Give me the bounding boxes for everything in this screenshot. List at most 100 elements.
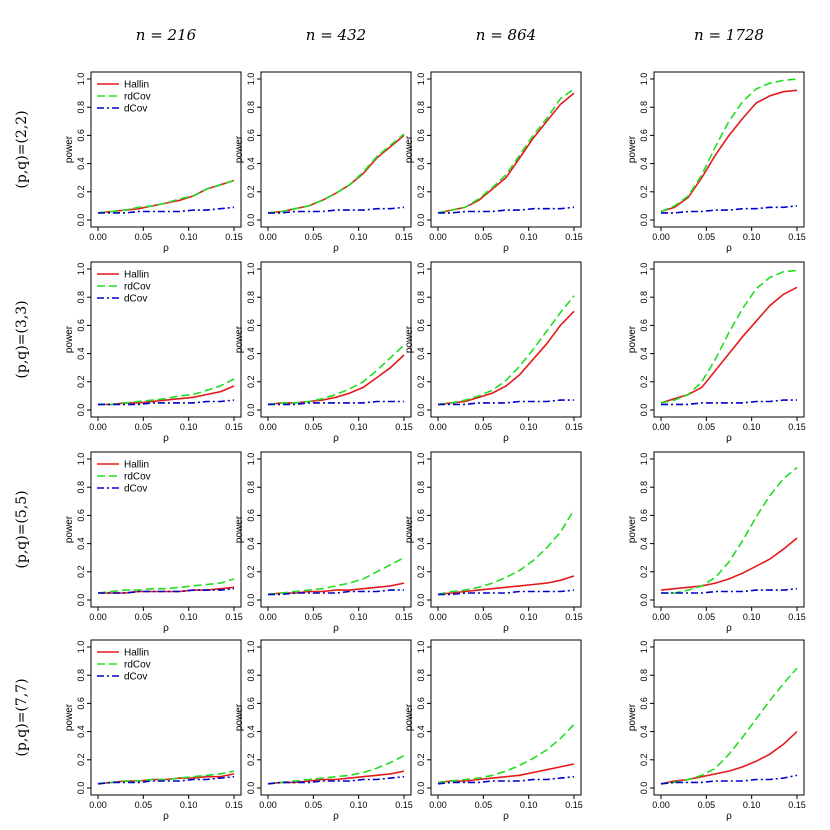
legend-label: dCov — [124, 484, 147, 495]
y-tick-label: 1.0 — [246, 453, 256, 466]
series-line-hallin — [98, 385, 235, 406]
panel: 0.00 0.05 0.10 0.15 0.0 0.2 0.4 0.6 0.8 1.0 ρ power — [234, 639, 413, 822]
series-line-rdcov — [660, 667, 798, 785]
row-header: (p,q)=(5,5) — [14, 490, 30, 568]
x-tick-label: 0.15 — [225, 232, 243, 242]
series-line-hallin — [660, 89, 798, 213]
plot-frame — [90, 261, 242, 418]
series-line-rdcov — [97, 578, 235, 594]
x-tick-label: 0.10 — [180, 232, 198, 242]
legend-label: rdCov — [124, 472, 151, 483]
x-tick-label: 0.05 — [475, 612, 493, 622]
series-line-hallin — [267, 770, 405, 785]
series-line-rdcov — [267, 344, 405, 406]
panel: 0.00 0.05 0.10 0.15 0.0 0.2 0.4 0.6 0.8 1.0 ρ power — [627, 261, 806, 444]
y-tick-label: 0.8 — [76, 481, 86, 494]
y-tick-label: 0.0 — [246, 594, 256, 607]
legend-label: dCov — [124, 294, 147, 305]
y-tick-label: 0.8 — [639, 101, 649, 114]
plot-frame — [653, 451, 805, 608]
plot-frame — [260, 261, 412, 418]
legend-label: Hallin — [124, 80, 149, 91]
y-tick-label: 0.2 — [416, 376, 426, 389]
y-tick-label: 0.0 — [416, 594, 426, 607]
x-tick-label: 0.15 — [565, 800, 583, 810]
series-line-rdcov — [267, 754, 405, 785]
x-tick-label: 0.05 — [135, 612, 153, 622]
y-tick-label: 0.2 — [246, 566, 256, 579]
y-tick-label: 0.6 — [76, 509, 86, 522]
series-line-hallin — [97, 179, 235, 214]
y-tick-label: 1.0 — [76, 263, 86, 276]
y-tick-label: 0.4 — [416, 725, 426, 738]
panel: 0.00 0.05 0.10 0.15 0.0 0.2 0.4 0.6 0.8 1.0 ρ power — [627, 639, 806, 822]
x-tick-label: 0.10 — [180, 422, 198, 432]
plot-frame — [90, 451, 242, 608]
y-tick-label: 0.8 — [246, 291, 256, 304]
x-tick-label: 0.00 — [89, 422, 107, 432]
x-tick-label: 0.10 — [743, 422, 761, 432]
y-tick-label: 1.0 — [246, 641, 256, 654]
x-tick-label: 0.00 — [429, 422, 447, 432]
y-axis-label: power — [234, 515, 245, 543]
series-line-rdcov — [660, 78, 798, 213]
y-tick-label: 1.0 — [639, 641, 649, 654]
x-axis-label: ρ — [163, 811, 169, 822]
series-line-hallin — [267, 582, 405, 596]
y-tick-label: 0.2 — [246, 376, 256, 389]
panel: 0.00 0.05 0.10 0.15 0.0 0.2 0.4 0.6 0.8 1.0 ρ power… — [64, 639, 243, 822]
panel: 0.00 0.05 0.10 0.15 0.0 0.2 0.4 0.6 0.8 1.0 ρ power — [404, 71, 583, 254]
y-tick-label: 0.2 — [76, 754, 86, 767]
x-tick-label: 0.05 — [305, 800, 323, 810]
y-tick-label: 0.4 — [246, 157, 256, 170]
plot-frame — [260, 639, 412, 796]
y-tick-label: 0.6 — [639, 697, 649, 710]
x-tick-label: 0.10 — [520, 612, 538, 622]
x-tick-label: 0.10 — [520, 800, 538, 810]
y-tick-label: 0.8 — [246, 669, 256, 682]
y-tick-label: 0.4 — [639, 157, 649, 170]
y-tick-label: 0.0 — [639, 214, 649, 227]
column-header: n = 432 — [306, 26, 366, 44]
y-tick-label: 0.2 — [416, 566, 426, 579]
x-tick-label: 0.05 — [475, 422, 493, 432]
plot-frame — [653, 261, 805, 418]
series-line-hallin — [437, 575, 575, 596]
series-line-dcov — [661, 399, 797, 406]
row-header: (p,q)=(7,7) — [14, 678, 30, 756]
y-tick-label: 0.0 — [76, 404, 86, 417]
y-axis-label: power — [64, 515, 75, 543]
y-tick-label: 0.6 — [76, 319, 86, 332]
x-axis-label: ρ — [333, 623, 339, 634]
x-tick-label: 0.15 — [395, 612, 413, 622]
series-line-rdcov — [98, 378, 235, 406]
plot-frame — [260, 71, 412, 228]
x-axis-label: ρ — [726, 433, 732, 444]
x-tick-label: 0.05 — [698, 422, 716, 432]
y-tick-label: 0.8 — [76, 669, 86, 682]
y-tick-label: 0.8 — [639, 291, 649, 304]
x-axis-label: ρ — [503, 623, 509, 634]
series-line-hallin — [267, 354, 405, 406]
y-tick-label: 0.6 — [416, 129, 426, 142]
y-tick-label: 0.4 — [76, 537, 86, 550]
legend-label: Hallin — [124, 270, 149, 281]
y-tick-label: 0.0 — [639, 782, 649, 795]
x-tick-label: 0.10 — [743, 800, 761, 810]
x-tick-label: 0.15 — [565, 612, 583, 622]
y-tick-label: 0.4 — [246, 725, 256, 738]
y-axis-label: power — [234, 703, 245, 731]
plot-frame — [430, 451, 582, 608]
panel: 0.00 0.05 0.10 0.15 0.0 0.2 0.4 0.6 0.8 1.0 ρ power… — [64, 71, 243, 254]
y-tick-label: 0.4 — [639, 537, 649, 550]
x-tick-label: 0.00 — [89, 800, 107, 810]
y-tick-label: 0.2 — [246, 754, 256, 767]
y-tick-label: 1.0 — [76, 453, 86, 466]
y-axis-label: power — [404, 703, 415, 731]
series-line-rdcov — [267, 556, 405, 596]
series-line-hallin — [437, 310, 575, 406]
x-tick-label: 0.15 — [225, 422, 243, 432]
y-tick-label: 1.0 — [639, 453, 649, 466]
panel: 0.00 0.05 0.10 0.15 0.0 0.2 0.4 0.6 0.8 1.0 ρ power — [627, 451, 806, 634]
y-tick-label: 0.0 — [246, 782, 256, 795]
